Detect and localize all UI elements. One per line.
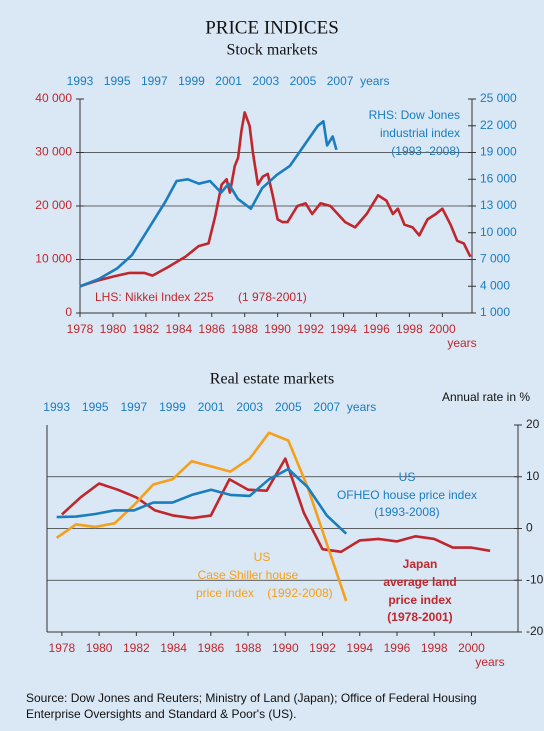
source-note: Source: Dow Jones and Reuters; Ministry …: [26, 691, 477, 705]
x-axis-label: years: [475, 655, 504, 669]
series-label: price index: [196, 586, 254, 600]
x-tick-label: 1996: [363, 322, 390, 336]
x-tick-label: 2000: [458, 641, 485, 655]
x2-tick-label: 1999: [178, 74, 205, 88]
series-label: OFHEO house price index: [337, 488, 477, 502]
series-label: RHS: Dow Jones: [369, 108, 460, 122]
x-tick-label: 1994: [330, 322, 357, 336]
series-label: Japan: [403, 557, 438, 571]
y2-tick-label: 13 000: [480, 198, 517, 212]
series-label: (1992-2008): [267, 586, 332, 600]
y2-tick-label: 7 000: [480, 252, 510, 266]
x-tick-label: 1990: [272, 641, 299, 655]
x2-tick-label: 2003: [236, 400, 263, 414]
x-tick-label: 1980: [86, 641, 113, 655]
page-title: PRICE INDICES: [205, 17, 339, 38]
y2-tick-label: 1 000: [480, 305, 510, 319]
y-axis-label: Annual rate in %: [442, 390, 530, 404]
x2-tick-label: 1995: [104, 74, 131, 88]
y-tick-label: 10: [526, 469, 540, 483]
x-axis-label: years: [447, 336, 476, 350]
y2-tick-label: 19 000: [480, 145, 517, 159]
y-tick-label: 0: [526, 521, 533, 535]
x-tick-label: 1980: [100, 322, 127, 336]
x-tick-label: 1992: [297, 322, 324, 336]
source-note: Enterprise Oversights and Standard & Poo…: [26, 707, 296, 721]
series-label: industrial index: [380, 126, 460, 140]
x2-tick-label: 2005: [290, 74, 317, 88]
x-tick-label: 2000: [429, 322, 456, 336]
x2-tick-label: 1995: [82, 400, 109, 414]
series-label: (1978-2001): [387, 610, 452, 624]
y-tick-label: 0: [65, 305, 72, 319]
y2-tick-label: 22 000: [480, 118, 517, 132]
x-tick-label: 1994: [346, 641, 373, 655]
x-tick-label: 1982: [133, 322, 160, 336]
x-tick-label: 1998: [421, 641, 448, 655]
x2-tick-label: 2001: [215, 74, 242, 88]
x-tick-label: 1988: [231, 322, 258, 336]
x2-tick-label: 2007: [314, 400, 341, 414]
x-tick-label: 1978: [49, 641, 76, 655]
y-tick-label: 10 000: [35, 252, 72, 266]
series-line: [56, 467, 348, 535]
x-tick-label: 1992: [309, 641, 336, 655]
series-label: price index: [388, 593, 452, 607]
x2-tick-label: 1993: [43, 400, 70, 414]
x2-tick-label: 1993: [67, 74, 94, 88]
series-line: [55, 431, 348, 602]
x-tick-label: 1984: [165, 322, 192, 336]
y-tick-label: -20: [526, 624, 544, 638]
x-tick-label: 1998: [396, 322, 423, 336]
x-tick-label: 1982: [123, 641, 150, 655]
x2-tick-label: 1999: [159, 400, 186, 414]
chart-title: Stock markets: [226, 42, 317, 59]
x2-tick-label: 2003: [252, 74, 279, 88]
series-label: (1993 -2008): [391, 144, 460, 158]
series-line: [79, 120, 338, 288]
series-label: (1993-2008): [374, 505, 439, 519]
series-label: US: [399, 470, 416, 484]
y2-tick-label: 10 000: [480, 225, 517, 239]
x2-tick-label: 2001: [198, 400, 225, 414]
y2-tick-label: 16 000: [480, 171, 517, 185]
series-label: (1 978-2001): [238, 290, 307, 304]
x2-tick-label: 2007: [327, 74, 354, 88]
x-tick-label: 1986: [198, 322, 225, 336]
x2-tick-label: 1997: [121, 400, 148, 414]
x2-tick-label: 1997: [141, 74, 168, 88]
y-tick-label: 40 000: [35, 91, 72, 105]
y2-tick-label: 4 000: [480, 278, 510, 292]
series-label: LHS: Nikkei Index 225: [95, 290, 214, 304]
chart-title: Real estate markets: [210, 371, 334, 388]
y-tick-label: 20: [526, 417, 540, 431]
x-tick-label: 1988: [235, 641, 262, 655]
x2-axis-label: years: [360, 74, 389, 88]
series-label: US: [254, 550, 271, 564]
y-tick-label: 20 000: [35, 198, 72, 212]
x2-tick-label: 2005: [275, 400, 302, 414]
y-tick-label: 30 000: [35, 145, 72, 159]
y-tick-label: -10: [526, 572, 544, 586]
x-tick-label: 1986: [197, 641, 224, 655]
series-line: [79, 111, 472, 288]
x2-axis-label: years: [347, 400, 376, 414]
x-tick-label: 1984: [160, 641, 187, 655]
x-tick-label: 1996: [384, 641, 411, 655]
series-label: Case Shiller house: [198, 568, 299, 582]
y2-tick-label: 25 000: [480, 91, 517, 105]
series-label: average land: [383, 575, 456, 589]
x-tick-label: 1990: [264, 322, 291, 336]
x-tick-label: 1978: [67, 322, 94, 336]
